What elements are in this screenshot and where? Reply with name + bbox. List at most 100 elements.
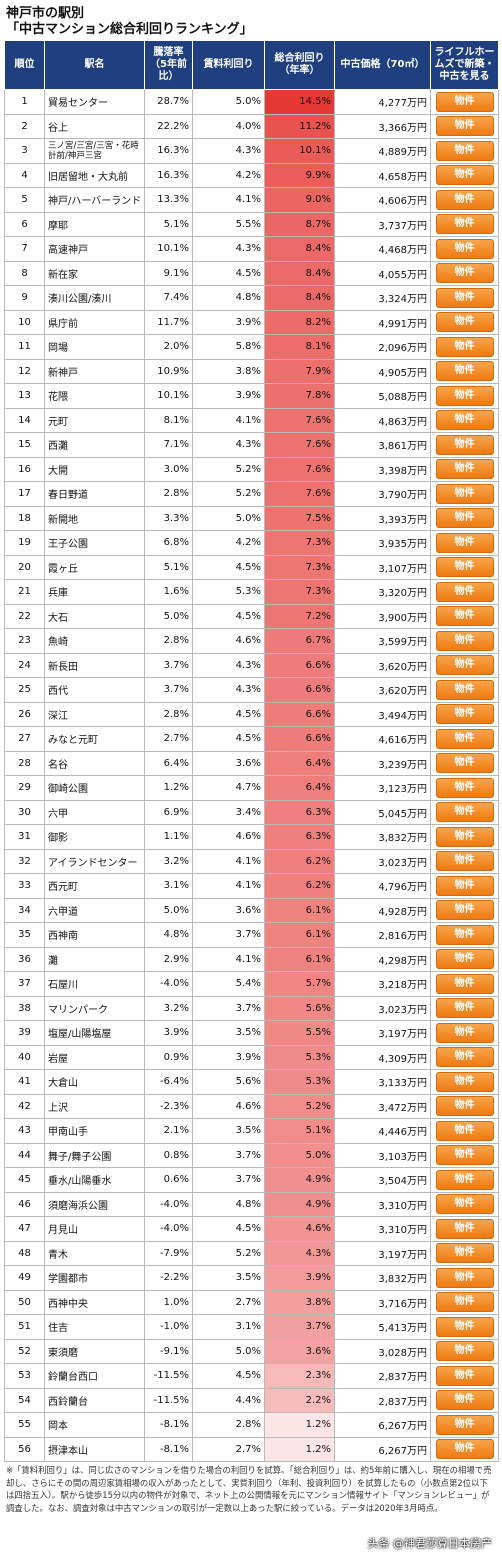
station-name-cell: 旧居留地・大丸前 bbox=[44, 162, 145, 188]
property-button[interactable]: 物件 bbox=[435, 1145, 494, 1166]
property-button[interactable]: 物件 bbox=[435, 1218, 494, 1239]
property-button[interactable]: 物件 bbox=[435, 385, 494, 406]
property-button[interactable]: 物件 bbox=[435, 263, 494, 284]
link-cell: 物件 bbox=[430, 481, 499, 507]
property-button[interactable]: 物件 bbox=[435, 606, 494, 627]
property-button[interactable]: 物件 bbox=[435, 1316, 494, 1337]
rent-yield-cell: 3.1% bbox=[192, 1314, 265, 1340]
property-button[interactable]: 物件 bbox=[435, 753, 494, 774]
property-button[interactable]: 物件 bbox=[435, 410, 494, 431]
property-button[interactable]: 物件 bbox=[435, 238, 494, 259]
link-cell: 物件 bbox=[430, 334, 499, 360]
rent-yield-cell: 3.7% bbox=[192, 995, 265, 1021]
property-button[interactable]: 物件 bbox=[435, 1365, 494, 1386]
rent-yield-cell: 5.0% bbox=[192, 505, 265, 531]
decline-cell: 7.1% bbox=[144, 432, 193, 458]
total-yield-cell: 8.1% bbox=[264, 334, 335, 360]
property-button[interactable]: 物件 bbox=[435, 459, 494, 480]
table-row: 46 須磨海浜公園 -4.0% 4.8% 4.9% 3,310万円 物件 bbox=[4, 1191, 499, 1217]
property-button[interactable]: 物件 bbox=[435, 1022, 494, 1043]
property-button[interactable]: 物件 bbox=[435, 189, 494, 210]
rent-yield-cell: 4.3% bbox=[192, 677, 265, 703]
station-name-cell: 石屋川 bbox=[44, 971, 145, 997]
property-button[interactable]: 物件 bbox=[435, 312, 494, 333]
property-button[interactable]: 物件 bbox=[435, 1169, 494, 1190]
rent-yield-cell: 4.1% bbox=[192, 848, 265, 874]
rank-cell: 18 bbox=[4, 505, 45, 531]
property-button[interactable]: 物件 bbox=[435, 532, 494, 553]
total-yield-cell: 3.9% bbox=[264, 1265, 335, 1291]
property-button[interactable]: 物件 bbox=[435, 91, 494, 112]
property-button[interactable]: 物件 bbox=[435, 287, 494, 308]
property-button[interactable]: 物件 bbox=[435, 1096, 494, 1117]
property-button[interactable]: 物件 bbox=[435, 924, 494, 945]
property-button[interactable]: 物件 bbox=[435, 434, 494, 455]
table-row: 40 岩屋 0.9% 3.9% 5.3% 4,309万円 物件 bbox=[4, 1044, 499, 1070]
property-button[interactable]: 物件 bbox=[435, 679, 494, 700]
property-button[interactable]: 物件 bbox=[435, 1120, 494, 1141]
property-button[interactable]: 物件 bbox=[435, 1243, 494, 1264]
property-button[interactable]: 物件 bbox=[435, 1194, 494, 1215]
price-cell: 2,837万円 bbox=[334, 1363, 431, 1389]
property-button[interactable]: 物件 bbox=[435, 1292, 494, 1313]
property-button[interactable]: 物件 bbox=[435, 1390, 494, 1411]
property-button[interactable]: 物件 bbox=[435, 998, 494, 1019]
property-button[interactable]: 物件 bbox=[435, 826, 494, 847]
rent-yield-cell: 4.1% bbox=[192, 187, 265, 213]
property-button[interactable]: 物件 bbox=[435, 1047, 494, 1068]
table-row: 1 貿易センター 28.7% 5.0% 14.5% 4,277万円 物件 bbox=[4, 89, 499, 115]
rent-yield-cell: 5.0% bbox=[192, 1338, 265, 1364]
link-cell: 物件 bbox=[430, 187, 499, 213]
price-cell: 3,197万円 bbox=[334, 1020, 431, 1046]
property-button[interactable]: 物件 bbox=[435, 973, 494, 994]
property-button[interactable]: 物件 bbox=[435, 140, 494, 161]
property-button[interactable]: 物件 bbox=[435, 361, 494, 382]
table-row: 25 西代 3.7% 4.3% 6.6% 3,620万円 物件 bbox=[4, 677, 499, 703]
property-button[interactable]: 物件 bbox=[435, 508, 494, 529]
property-button[interactable]: 物件 bbox=[435, 116, 494, 137]
header-decline: 騰落率（5年前比） bbox=[144, 40, 193, 90]
station-name-cell: 六甲 bbox=[44, 799, 145, 825]
rent-yield-cell: 4.3% bbox=[192, 652, 265, 678]
property-button[interactable]: 物件 bbox=[435, 1267, 494, 1288]
rank-cell: 48 bbox=[4, 1240, 45, 1266]
total-yield-cell: 3.6% bbox=[264, 1338, 335, 1364]
rank-cell: 33 bbox=[4, 873, 45, 899]
rank-cell: 20 bbox=[4, 554, 45, 580]
station-name-cell: 大石 bbox=[44, 603, 145, 629]
link-cell: 物件 bbox=[430, 1265, 499, 1291]
property-button[interactable]: 物件 bbox=[435, 581, 494, 602]
property-button[interactable]: 物件 bbox=[435, 802, 494, 823]
property-button[interactable]: 物件 bbox=[435, 1414, 494, 1435]
property-button[interactable]: 物件 bbox=[435, 483, 494, 504]
rank-cell: 13 bbox=[4, 383, 45, 409]
table-row: 18 新開地 3.3% 5.0% 7.5% 3,393万円 物件 bbox=[4, 505, 499, 531]
property-button[interactable]: 物件 bbox=[435, 1071, 494, 1092]
property-button[interactable]: 物件 bbox=[435, 336, 494, 357]
decline-cell: 3.7% bbox=[144, 677, 193, 703]
property-button[interactable]: 物件 bbox=[435, 1341, 494, 1362]
property-button[interactable]: 物件 bbox=[435, 630, 494, 651]
table-row: 26 深江 2.8% 4.5% 6.6% 3,494万円 物件 bbox=[4, 701, 499, 727]
total-yield-cell: 11.2% bbox=[264, 113, 335, 139]
rent-yield-cell: 4.1% bbox=[192, 873, 265, 899]
price-cell: 4,468万円 bbox=[334, 236, 431, 262]
property-button[interactable]: 物件 bbox=[435, 949, 494, 970]
property-button[interactable]: 物件 bbox=[435, 704, 494, 725]
property-button[interactable]: 物件 bbox=[435, 165, 494, 186]
decline-cell: 3.0% bbox=[144, 456, 193, 482]
property-button[interactable]: 物件 bbox=[435, 557, 494, 578]
price-cell: 3,023万円 bbox=[334, 995, 431, 1021]
station-name-cell: 霞ヶ丘 bbox=[44, 554, 145, 580]
property-button[interactable]: 物件 bbox=[435, 875, 494, 896]
table-row: 33 西元町 3.1% 4.1% 6.2% 4,796万円 物件 bbox=[4, 873, 499, 899]
property-button[interactable]: 物件 bbox=[435, 777, 494, 798]
rank-cell: 49 bbox=[4, 1265, 45, 1291]
property-button[interactable]: 物件 bbox=[435, 214, 494, 235]
property-button[interactable]: 物件 bbox=[435, 900, 494, 921]
property-button[interactable]: 物件 bbox=[435, 655, 494, 676]
property-button[interactable]: 物件 bbox=[435, 851, 494, 872]
rent-yield-cell: 3.4% bbox=[192, 799, 265, 825]
property-button[interactable]: 物件 bbox=[435, 1439, 494, 1460]
property-button[interactable]: 物件 bbox=[435, 728, 494, 749]
